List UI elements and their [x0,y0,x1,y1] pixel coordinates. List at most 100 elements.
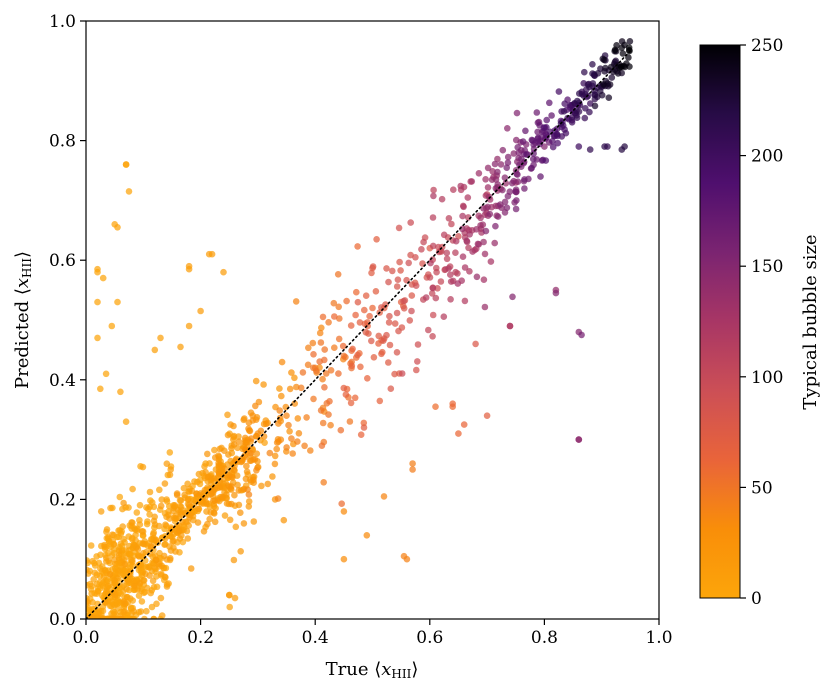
scatter-point [211,446,218,454]
scatter-point [184,535,192,542]
scatter-point [101,541,108,549]
scatter-point [484,184,492,191]
scatter-point [440,313,448,321]
scatter-point [221,512,229,519]
scatter-point [228,483,235,490]
scatter-point [289,450,297,457]
scatter-point [342,391,350,398]
scatter-point [108,322,116,330]
scatter-point [473,226,480,233]
scatter-point [134,545,142,553]
scatter-point [101,567,109,574]
scatter-point [237,509,244,516]
scatter-point [128,519,135,526]
scatter-point [494,181,502,188]
scatter-point [305,344,312,352]
scatter-point [235,438,243,446]
scatter-point [429,284,437,292]
scatter-point [98,615,106,619]
scatter-point [184,480,191,488]
scatter-point [176,535,184,542]
scatter-point [249,412,256,419]
scatter-point [278,358,286,366]
scatter-point [179,518,186,526]
scatter-point [352,311,359,319]
scatter-point [195,505,202,512]
scatter-point [232,523,240,531]
x-tick-label: 0.8 [531,628,558,648]
scatter-point [414,358,421,365]
scatter-point [437,278,445,285]
scatter-point [357,431,365,439]
scatter-point [161,573,169,581]
scatter-point [429,333,436,340]
scatter-point [335,370,342,377]
scatter-point [245,503,253,510]
scatter-point [492,176,500,183]
scatter-point [105,582,112,590]
y-tick-label: 0.0 [49,610,76,630]
scatter-point [406,317,414,324]
scatter-point [320,479,328,486]
scatter-point [224,431,232,439]
colorbar [699,44,741,599]
scatter-point [97,385,104,393]
scatter-point [111,556,118,563]
scatter-point [450,186,457,193]
scatter-point [461,264,469,271]
scatter-point [407,219,415,226]
scatter-point [457,182,465,190]
scatter-point [480,238,487,246]
scatter-point [258,482,265,490]
scatter-point [529,137,536,144]
scatter-point [243,468,251,476]
scatter-point [219,493,226,501]
scatter-point [248,435,255,442]
scatter-point [260,381,267,388]
scatter-point [240,520,248,527]
scatter-point [162,535,169,542]
scatter-point [362,292,370,300]
scatter-point [110,541,118,548]
scatter-point [400,297,407,305]
scatter-point [130,577,138,585]
scatter-point [530,150,537,157]
scatter-point [376,397,384,405]
scatter-point [513,109,521,117]
scatter-point [412,253,419,261]
scatter-point [206,460,213,467]
scatter-point [86,598,91,605]
scatter-point [484,203,492,211]
scatter-point [114,597,121,605]
scatter-point [139,463,147,471]
scatter-point [540,124,548,131]
scatter-point [283,412,290,420]
scatter-point [420,238,427,246]
scatter-point [354,351,361,359]
scatter-point [393,283,401,290]
scatter-point [459,253,467,260]
scatter-point [97,508,105,515]
scatter-point [119,523,126,530]
scatter-point [575,143,583,150]
scatter-point [88,590,95,597]
scatter-point [429,214,437,221]
scatter-point [375,332,383,340]
scatter-point [252,377,260,385]
scatter-point [162,521,169,528]
scatter-point [385,359,392,366]
scatter-point [141,615,148,619]
scatter-point [548,112,555,119]
scatter-point [396,258,403,266]
x-tick-label: 0.4 [302,628,329,648]
scatter-point [349,345,356,353]
scatter-point [386,341,394,349]
scatter-point [200,528,208,535]
x-tick-label: 0.2 [187,628,214,648]
scatter-point [151,346,159,354]
scatter-point [533,109,541,116]
scatter-point [129,536,136,543]
scatter-point [211,518,219,526]
scatter-point [230,422,237,430]
scatter-point [129,485,136,493]
